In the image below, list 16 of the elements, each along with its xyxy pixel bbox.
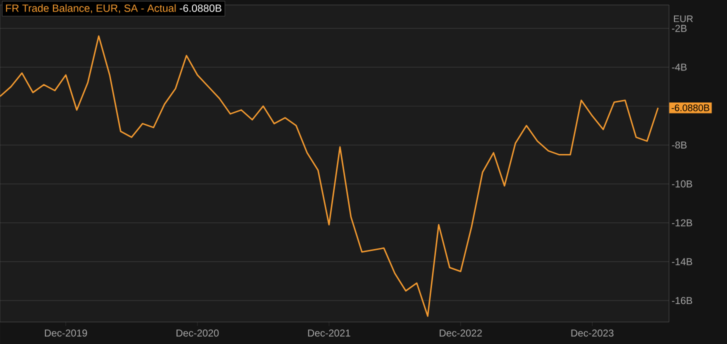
y-tick-label: -16B (672, 297, 692, 304)
chart-title: FR Trade Balance, EUR, SA - Actual (6, 4, 176, 14)
x-tick-label: Dec-2022 (440, 330, 482, 337)
x-tick-label: Dec-2023 (571, 330, 614, 337)
y-axis-title: EUR (674, 15, 693, 22)
y-tick-label: -10B (672, 180, 692, 188)
y-tick-label: -12B (672, 219, 692, 226)
y-tick-label: -8B (672, 141, 687, 149)
y-tick-label: -4B (672, 64, 687, 71)
annotation: -6.0880B (672, 104, 710, 112)
y-tick-label: -2B (672, 24, 687, 32)
x-tick-label: Dec-2019 (44, 330, 88, 337)
x-tick-label: Dec-2020 (176, 330, 219, 337)
x-tick-label: Dec-2021 (308, 330, 350, 337)
y-tick-label: -14B (672, 258, 692, 266)
annotation: -6.0880B (180, 4, 222, 12)
